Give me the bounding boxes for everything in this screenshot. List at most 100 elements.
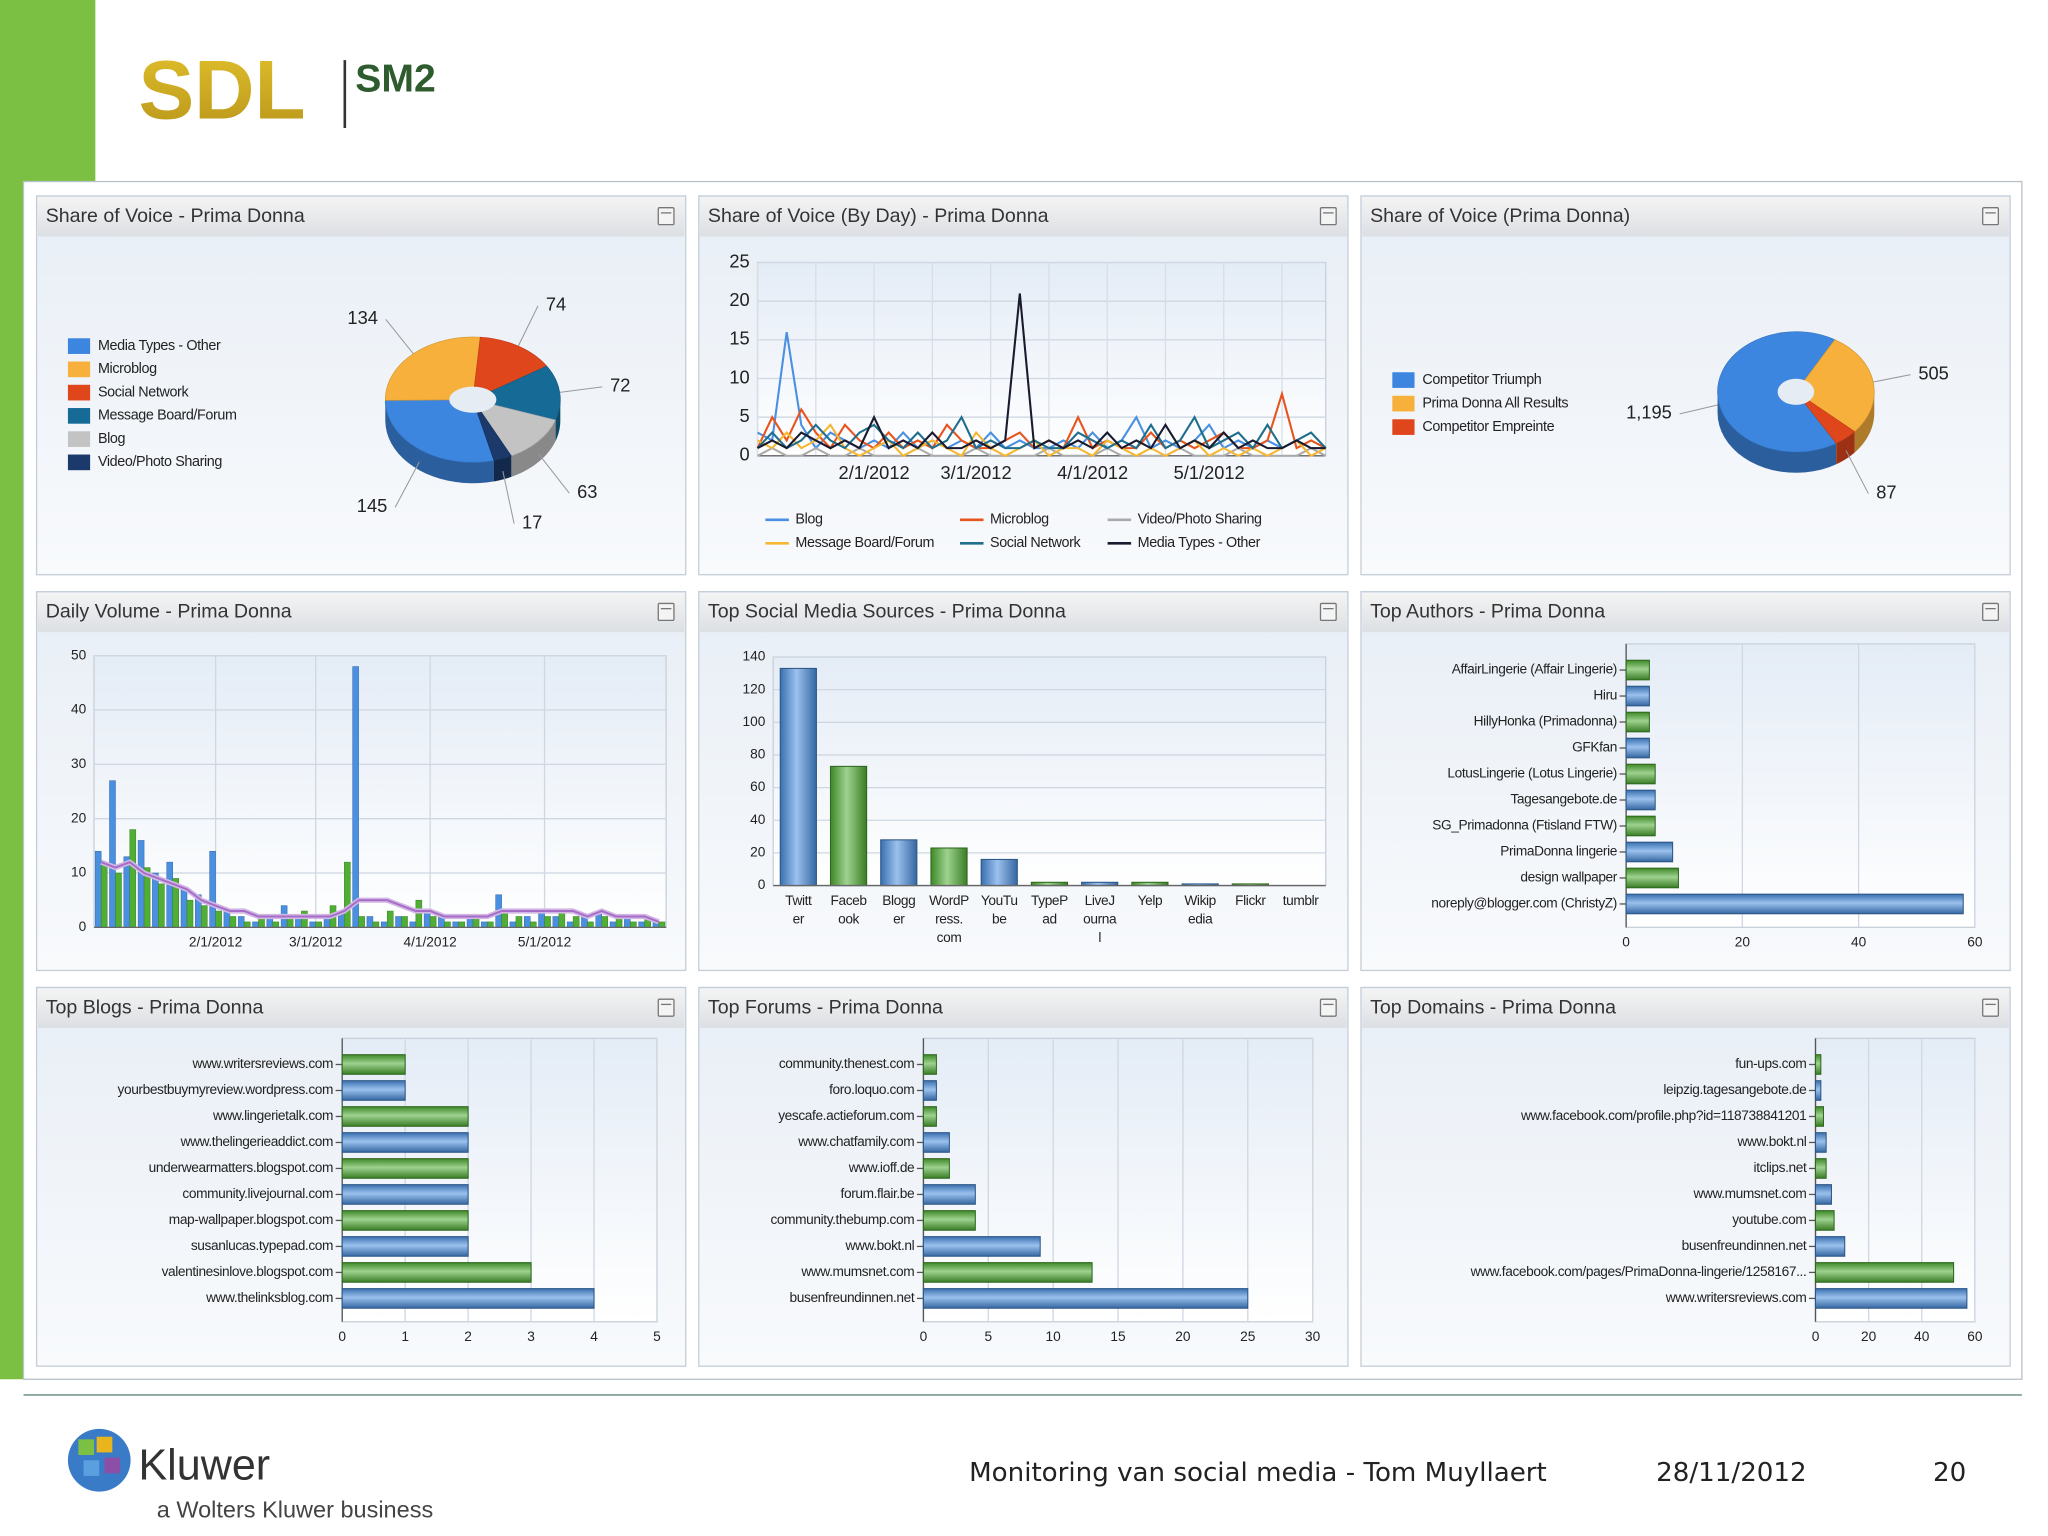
pie-slice: [1717, 331, 1837, 453]
bar: [1625, 841, 1674, 863]
plot-area: [756, 261, 1327, 457]
x-tick-label: 1: [401, 1329, 409, 1344]
legend-label: Video/Photo Sharing: [1138, 512, 1262, 528]
bar: [380, 921, 388, 928]
bar: [180, 889, 188, 928]
bar: [109, 780, 116, 928]
x-tick-label: 0: [338, 1329, 346, 1344]
y-tick-label: foro.loquo.com: [829, 1082, 914, 1097]
x-tick-label: YouTu be: [981, 893, 1018, 926]
label-line: Blogg: [882, 893, 915, 908]
panel-title: Top Blogs - Prima Donna: [46, 996, 264, 1018]
bar: [1625, 893, 1964, 915]
bar: [386, 910, 394, 928]
panel-header: [1362, 592, 2009, 633]
y-tick-label: www.facebook.com/profile.php?id=11873884…: [1520, 1108, 1806, 1123]
x-tick-label: 0: [1812, 1329, 1820, 1344]
legend-label: Microblog: [990, 512, 1049, 528]
bar: [458, 921, 466, 928]
bar: [137, 840, 145, 928]
y-tick-label: GFKfan: [1572, 740, 1617, 755]
legend-swatch: [67, 454, 91, 471]
y-tick-label: susanlucas.typepad.com: [191, 1238, 333, 1253]
leader-line: [559, 386, 603, 393]
label-line: edia: [1188, 911, 1213, 926]
y-tick-label: 10: [729, 366, 749, 387]
bar: [779, 667, 817, 887]
y-tick-label: busenfreundinnen.net: [1682, 1238, 1807, 1253]
label-line: ress.: [935, 911, 963, 926]
bar: [1814, 1106, 1824, 1127]
bar: [201, 905, 208, 928]
footer-text: Monitoring van social media - Tom Muylla…: [969, 1458, 1547, 1488]
y-tick-label: LotusLingerie (Lotus Lingerie): [1447, 766, 1617, 781]
bar: [341, 1106, 469, 1127]
bar: [272, 921, 280, 928]
x-tick-label: 5: [984, 1329, 992, 1344]
panel-maximize[interactable]: [1319, 207, 1337, 226]
logo-sdl: SDL: [138, 43, 305, 137]
panel-maximize[interactable]: [657, 998, 675, 1017]
x-tick-label: 4: [590, 1329, 598, 1344]
x-tick-label: Blogg er: [882, 893, 915, 926]
y-tick-label: itclips.net: [1754, 1160, 1807, 1175]
x-tick-label: 40: [1851, 935, 1867, 950]
panel: [35, 195, 687, 576]
data-label: 17: [522, 511, 542, 532]
bar: [638, 921, 645, 928]
y-tick-label: www.chatfamily.com: [797, 1134, 914, 1149]
panel-maximize[interactable]: [657, 602, 675, 622]
legend-swatch: [67, 408, 91, 424]
y-tick-label: community.livejournal.com: [182, 1186, 333, 1201]
leader-line: [538, 453, 570, 494]
panel-maximize[interactable]: [1982, 602, 2000, 622]
bar: [315, 921, 322, 928]
label-line: ourna: [1083, 911, 1117, 926]
panel-header: [37, 592, 685, 633]
y-tick-label: PrimaDonna lingerie: [1500, 844, 1617, 859]
bar: [444, 921, 451, 928]
y-tick-label: 60: [750, 779, 766, 794]
bar: [1814, 1288, 1968, 1309]
leader-line: [1873, 374, 1911, 383]
y-tick-label: www.writersreviews.com: [1665, 1290, 1807, 1305]
panel-maximize[interactable]: [1319, 998, 1337, 1017]
bar: [243, 921, 251, 928]
legend-label: Competitor Triumph: [1422, 372, 1541, 388]
x-tick-label: 20: [1175, 1329, 1191, 1344]
bar: [415, 899, 423, 928]
bar: [341, 1262, 532, 1283]
bar: [1625, 737, 1650, 759]
bar: [658, 921, 666, 928]
panel-title: Top Forums - Prima Donna: [708, 996, 943, 1018]
bar: [429, 916, 437, 928]
y-tick-label: 50: [71, 647, 87, 662]
bar: [922, 1236, 1041, 1257]
y-tick-label: forum.flair.be: [841, 1186, 915, 1201]
bar: [481, 921, 488, 928]
panel-maximize[interactable]: [657, 207, 675, 226]
bar: [609, 921, 617, 928]
bar: [880, 839, 918, 887]
bar: [1814, 1184, 1832, 1205]
x-tick-label: 30: [1305, 1329, 1321, 1344]
y-tick-label: 0: [740, 444, 750, 465]
y-tick-label: design wallpaper: [1520, 870, 1617, 885]
x-tick-label: 10: [1046, 1329, 1062, 1344]
label-line: com: [937, 929, 962, 944]
panel-maximize[interactable]: [1319, 602, 1337, 622]
bar: [922, 1132, 950, 1153]
slice-depth: [511, 420, 556, 477]
bar: [1625, 815, 1656, 837]
kluwer-mark: [67, 1428, 131, 1492]
y-tick-label: Tagesangebote.de: [1510, 792, 1617, 807]
data-label: 134: [347, 307, 377, 328]
legend-label: Message Board/Forum: [98, 408, 237, 424]
panel-maximize[interactable]: [1982, 207, 2000, 226]
label-line: LiveJ: [1085, 893, 1115, 908]
panel-maximize[interactable]: [1982, 998, 2000, 1017]
y-tick-label: SG_Primadonna (Ftisland FTW): [1432, 818, 1617, 833]
y-tick-label: www.thelingerieaddict.com: [180, 1134, 333, 1149]
legend-swatch: [1392, 419, 1415, 435]
y-tick-label: 40: [71, 702, 87, 717]
